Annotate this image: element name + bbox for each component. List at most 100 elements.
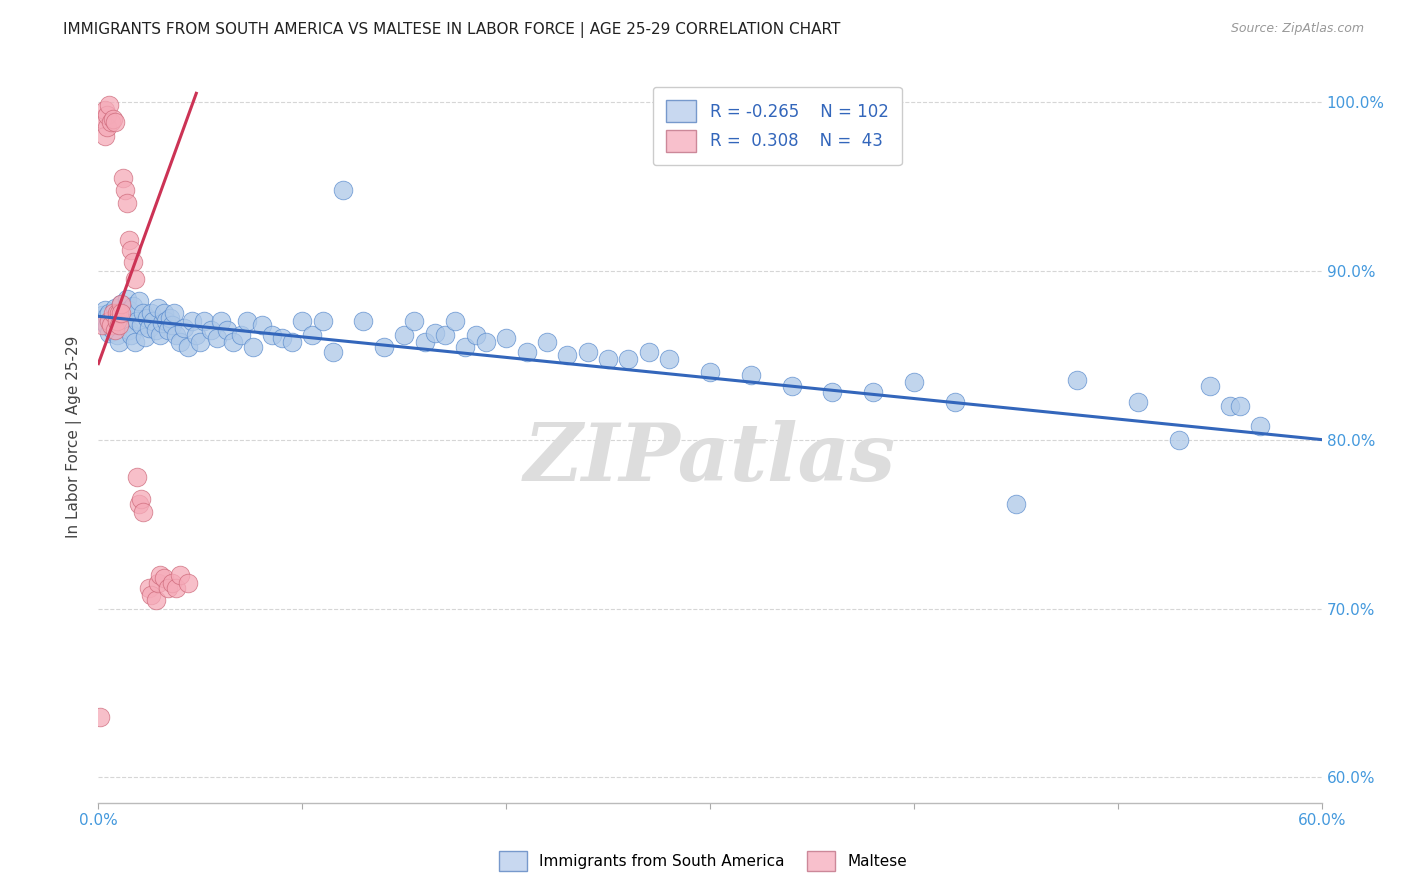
Point [236,314,259,328]
Point [93,128,115,143]
Point [118,323,141,337]
Point [1066,374,1088,388]
Point [111,170,134,185]
Legend: Immigrants from South America, Maltese: Immigrants from South America, Maltese [494,846,912,877]
Point [101,323,124,337]
Point [145,593,167,607]
Point [120,327,142,342]
Point [145,323,167,337]
Point [454,340,477,354]
Point [1198,378,1220,392]
Text: Source: ZipAtlas.com: Source: ZipAtlas.com [1230,22,1364,36]
Point [1249,419,1271,434]
Point [617,351,640,366]
Point [110,297,132,311]
Point [658,351,681,366]
Legend: R = -0.265    N = 102, R =  0.308    N =  43: R = -0.265 N = 102, R = 0.308 N = 43 [652,87,901,165]
Point [101,306,124,320]
Point [637,344,661,359]
Point [434,327,457,342]
Point [97,326,120,341]
Point [110,297,132,311]
Point [156,581,179,595]
Point [1167,433,1189,447]
Point [105,327,128,342]
Point [97,306,120,320]
Point [322,344,344,359]
Point [699,365,721,379]
Point [160,318,183,332]
Point [89,312,111,326]
Point [105,306,128,320]
Point [142,314,165,328]
Point [108,310,131,325]
Text: ZIPatlas: ZIPatlas [524,420,896,498]
Point [444,314,467,328]
Point [413,334,436,349]
Point [108,334,131,349]
Point [169,567,191,582]
Point [165,327,187,342]
Point [91,112,114,126]
Point [555,348,579,362]
Point [91,318,114,332]
Point [138,581,160,595]
Point [132,306,155,320]
Point [281,334,304,349]
Point [291,314,314,328]
Text: IMMIGRANTS FROM SOUTH AMERICA VS MALTESE IN LABOR FORCE | AGE 25-29 CORRELATION : IMMIGRANTS FROM SOUTH AMERICA VS MALTESE… [63,22,841,38]
Point [312,314,335,328]
Point [1128,395,1150,409]
Point [129,491,152,506]
Point [152,571,174,585]
Point [169,334,191,349]
Point [122,299,145,313]
Point [128,497,150,511]
Point [250,318,273,332]
Point [97,98,120,112]
Point [181,314,204,328]
Point [177,340,200,354]
Point [100,318,122,332]
Point [404,314,426,328]
Point [516,344,538,359]
Point [115,293,138,307]
Point [464,327,486,342]
Point [146,301,169,315]
Point [114,183,136,197]
Point [1219,399,1241,413]
Point [110,306,132,320]
Point [598,351,620,366]
Point [173,321,195,335]
Point [209,314,232,328]
Point [115,196,138,211]
Point [1004,497,1026,511]
Point [740,368,762,383]
Point [205,331,228,345]
Point [332,183,354,197]
Point [104,301,127,315]
Point [188,334,212,349]
Point [96,319,118,334]
Point [141,588,163,602]
Point [111,306,134,320]
Point [862,385,884,400]
Point [96,310,118,324]
Point [242,340,264,354]
Point [159,310,181,325]
Point [780,378,803,392]
Point [108,318,131,332]
Point [352,314,374,328]
Point [127,314,149,328]
Point [93,103,115,118]
Point [122,255,145,269]
Point [97,314,120,328]
Point [943,395,966,409]
Point [132,505,155,519]
Point [152,306,174,320]
Point [138,321,160,335]
Point [124,272,146,286]
Point [150,316,173,330]
Point [108,306,131,320]
Point [200,323,222,337]
